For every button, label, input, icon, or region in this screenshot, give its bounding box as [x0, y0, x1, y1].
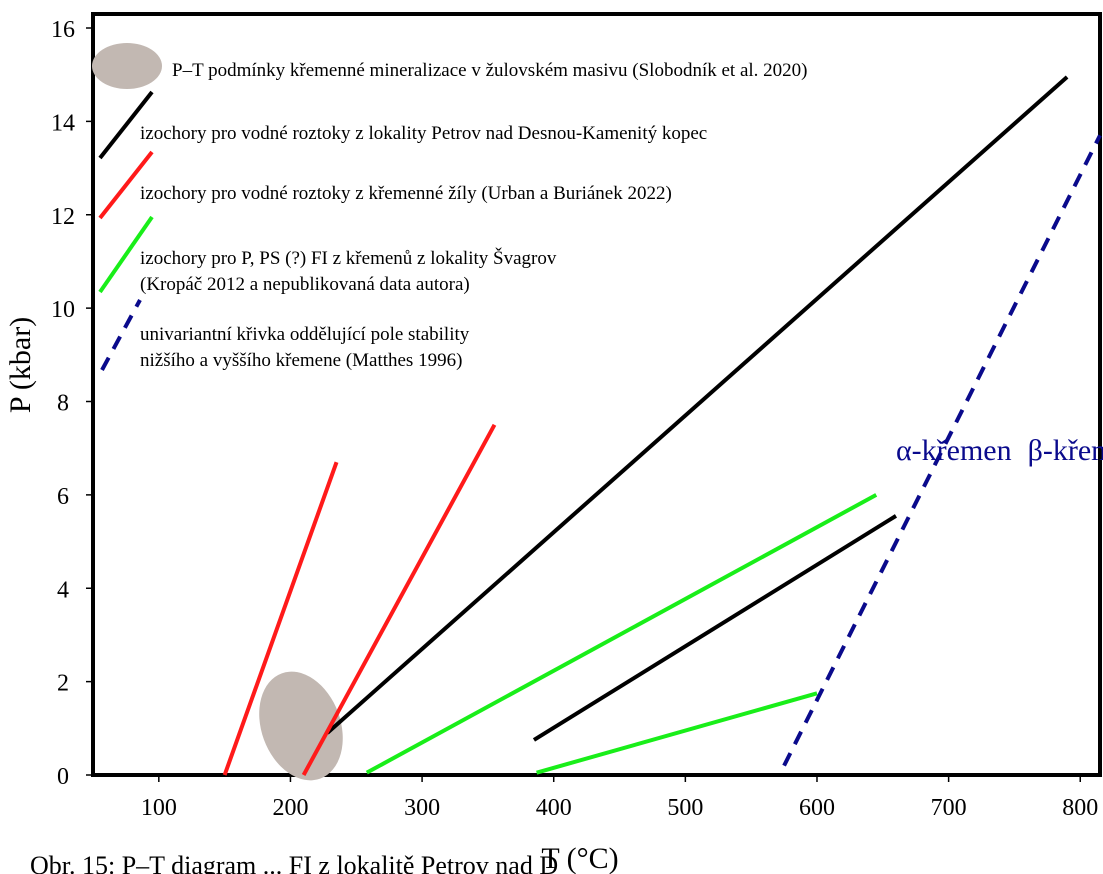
legend: P–T podmínky křemenné mineralizace v žul… — [92, 43, 808, 371]
x-tick-label: 100 — [141, 795, 177, 821]
legend-item-green: izochory pro P, PS (?) FI z křemenů z lo… — [98, 215, 557, 295]
y-tick-label: 8 — [57, 391, 69, 417]
y-tick-label: 4 — [57, 577, 69, 603]
y-tick-label: 6 — [57, 484, 69, 510]
isochore-red-3 — [222, 461, 339, 776]
y-tick-label: 12 — [51, 204, 75, 230]
isochore-black-1 — [325, 75, 1069, 735]
isochore-red-4 — [301, 423, 497, 776]
x-tick-label: 300 — [404, 795, 440, 821]
legend-ellipse-swatch — [92, 43, 162, 89]
figure-caption: Obr. 15: P–T diagram ... FI z lokalitě P… — [30, 851, 558, 874]
pt-region-ellipse — [259, 671, 343, 781]
legend-item-ellipse: P–T podmínky křemenné mineralizace v žul… — [92, 43, 808, 89]
isochore-green-5 — [365, 493, 878, 775]
x-tick-label: 400 — [536, 795, 572, 821]
legend-swatch-black — [98, 90, 154, 160]
legend-label: izochory pro P, PS (?) FI z křemenů z lo… — [140, 247, 557, 269]
legend-label: izochory pro vodné roztoky z křemenné ží… — [140, 183, 672, 204]
isochores — [222, 75, 1102, 781]
legend-item-navy: univariantní křivka oddělující pole stab… — [100, 299, 470, 371]
y-tick-label: 2 — [57, 671, 69, 697]
legend-label: P–T podmínky křemenné mineralizace v žul… — [172, 60, 808, 81]
legend-item-red: izochory pro vodné roztoky z křemenné ží… — [98, 150, 672, 220]
legend-label: izochory pro vodné roztoky z lokality Pe… — [140, 123, 707, 144]
x-tick-label: 700 — [931, 795, 967, 821]
x-axis-label: T (°C) — [541, 842, 618, 874]
y-tick-label: 10 — [51, 297, 75, 323]
annotations: α-křemen β-křemen — [896, 434, 1103, 467]
annotation-1: α-křemen — [896, 434, 1012, 467]
legend-swatch-red — [98, 150, 154, 220]
x-tick-label: 200 — [272, 795, 308, 821]
ticks: 100 200 300 400 500 600 700 800 0 2 4 6 8 10 12 14 16 — [51, 17, 1098, 821]
legend-label: univariantní křivka oddělující pole stab… — [140, 324, 470, 345]
legend-swatch-green — [98, 215, 154, 294]
legend-label-2: (Kropáč 2012 a nepublikovaná data autora… — [140, 274, 470, 295]
y-axis-label: P (kbar) — [4, 317, 37, 413]
y-tick-label: 14 — [51, 110, 75, 136]
isochore-green-6 — [536, 691, 818, 775]
legend-item-black: izochory pro vodné roztoky z lokality Pe… — [98, 90, 707, 160]
y-tick-label: 16 — [51, 17, 75, 43]
isochore-black-2 — [532, 514, 898, 742]
y-tick-label: 0 — [57, 764, 69, 790]
axes — [91, 12, 1102, 777]
legend-label-2: nižšího a vyššího křemene (Matthes 1996) — [140, 350, 462, 371]
x-tick-label: 600 — [799, 795, 835, 821]
isochore-navy-7 — [782, 134, 1102, 767]
legend-swatch-navy — [100, 299, 142, 371]
plot-frame — [91, 12, 1102, 777]
x-tick-label: 800 — [1062, 795, 1098, 821]
x-tick-label: 500 — [667, 795, 703, 821]
annotation-2: β-křemen — [1028, 434, 1103, 467]
